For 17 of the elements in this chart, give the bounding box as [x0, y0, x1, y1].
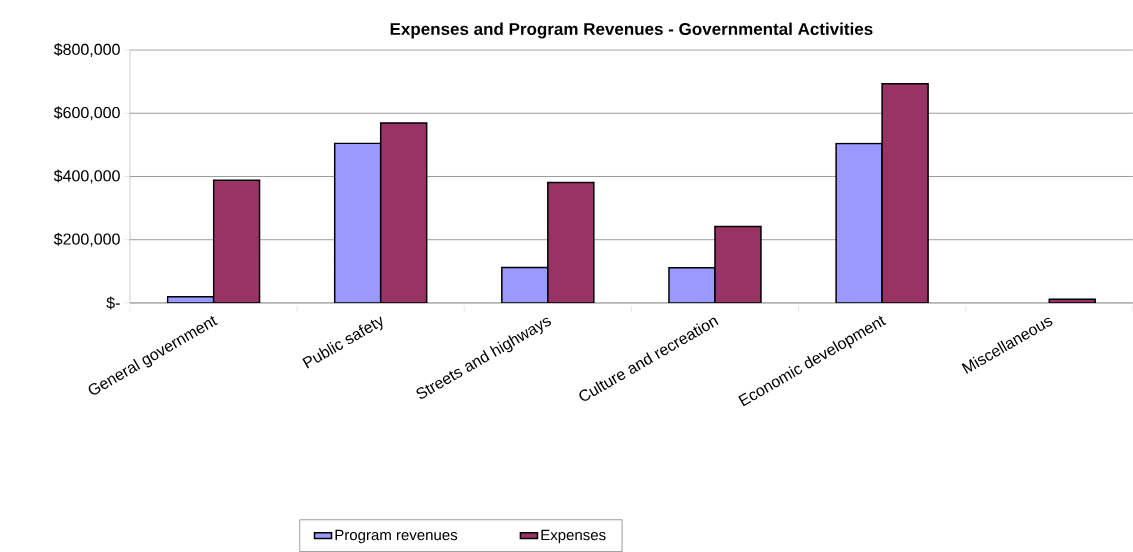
- y-tick-label: $600,000: [53, 106, 120, 121]
- y-tick-label: $400,000: [53, 169, 120, 184]
- legend-label: Program revenues: [335, 529, 458, 544]
- bar: [835, 142, 883, 303]
- legend-label: Expenses: [541, 529, 606, 544]
- bar: [212, 179, 261, 303]
- bar: [501, 266, 549, 303]
- y-tick-label: $200,000: [53, 232, 120, 247]
- bar: [379, 122, 428, 303]
- bar: [881, 83, 929, 303]
- y-tick-label: $-: [106, 296, 120, 310]
- y-tick-label: $800,000: [53, 43, 120, 57]
- bar: [668, 267, 716, 303]
- bar: [333, 142, 382, 303]
- bar: [714, 225, 762, 303]
- chart-title: Expenses and Program Revenues - Governmental Activities: [390, 22, 873, 39]
- bar: [547, 181, 595, 303]
